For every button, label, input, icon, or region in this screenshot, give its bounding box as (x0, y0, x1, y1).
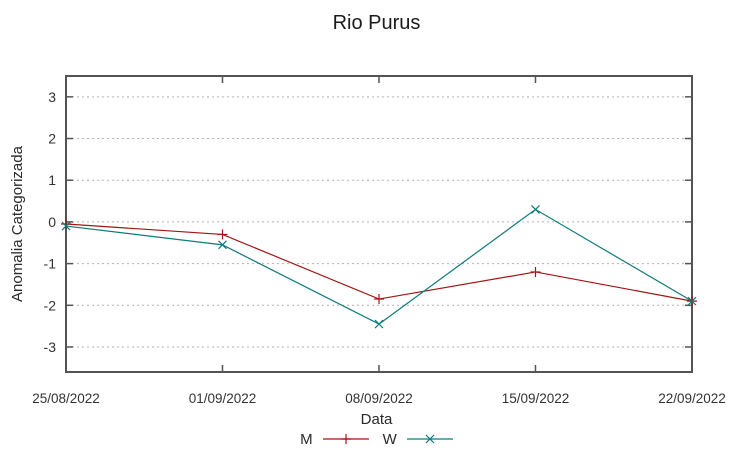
chart-title: Rio Purus (332, 12, 421, 34)
legend-sample-M (322, 434, 369, 444)
y-tick-label: -2 (44, 297, 57, 313)
x-tick-labels: 25/08/2022 01/09/2022 08/09/2022 15/09/2022… (32, 391, 726, 406)
series-line-M (65, 223, 693, 302)
gridlines (67, 96, 691, 348)
y-tick-label: 2 (48, 131, 56, 147)
y-tick-label: 0 (48, 214, 56, 230)
x-tick-label: 15/09/2022 (502, 391, 570, 406)
legend-label-M: M (300, 430, 313, 448)
x-tick-label: 08/09/2022 (345, 391, 413, 406)
series-M (61, 219, 697, 307)
series-line-W (65, 208, 693, 325)
series-W (61, 204, 697, 329)
tick-marks (65, 76, 693, 372)
y-tick-label: -3 (44, 339, 57, 355)
x-tick-label: 22/09/2022 (658, 391, 726, 406)
y-tick-label: -1 (44, 256, 57, 272)
x-tick-label: 01/09/2022 (189, 391, 257, 406)
legend-item-W: W (383, 431, 453, 448)
plot-border (65, 75, 693, 373)
legend-label-W: W (382, 430, 397, 448)
y-tick-label: 3 (48, 89, 56, 105)
y-tick-label: 1 (48, 172, 56, 188)
x-tick-label: 25/08/2022 (32, 391, 100, 406)
legend-item-M: M (300, 431, 369, 448)
x-axis-title: Data (360, 411, 393, 428)
y-tick-labels: 3 2 1 0 -1 -2 -3 (44, 89, 57, 355)
legend-sample-W (406, 434, 453, 444)
